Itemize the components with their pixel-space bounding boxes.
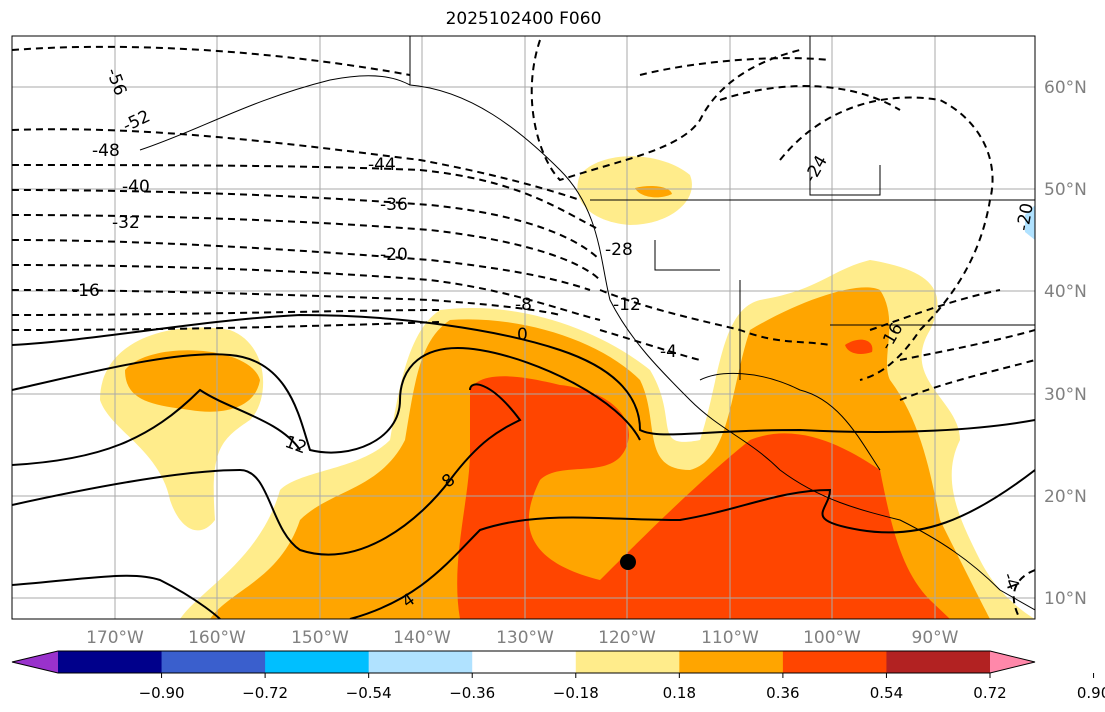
colorbar-segment (886, 651, 991, 673)
lon-label: 150°W (291, 628, 349, 648)
graticule (12, 36, 1035, 619)
contour-label: -4 (998, 570, 1023, 593)
shade-orange (125, 350, 260, 412)
colorbar-tick-label: −0.90 (139, 684, 185, 702)
lon-label: 90°W (912, 628, 959, 648)
contour-label: -16 (72, 281, 100, 301)
colorbar-tick-label: 0.90 (1077, 684, 1105, 702)
contour-label: -24 (801, 152, 832, 186)
lon-label: 100°W (803, 628, 861, 648)
colorbar-tick-label: 0.36 (766, 684, 799, 702)
colorbar-segment (58, 651, 163, 673)
colorbar-tick-label: −0.36 (449, 684, 495, 702)
contour-label: -28 (605, 240, 633, 260)
lat-label: 10°N (1044, 589, 1087, 609)
colorbar-tick-label: 0.54 (870, 684, 903, 702)
lat-label: 20°N (1044, 487, 1087, 507)
colorbar-extend-min (12, 651, 58, 673)
figure-title: 2025102400 F060 (445, 9, 602, 29)
lat-label: 30°N (1044, 385, 1087, 405)
lon-label: 130°W (496, 628, 554, 648)
dashed-contours (12, 39, 1035, 619)
lat-label: 40°N (1044, 282, 1087, 302)
colorbar-tick-label: 0.18 (663, 684, 696, 702)
lon-label: 120°W (598, 628, 656, 648)
contour-label: -12 (613, 295, 641, 315)
colorbar-segment (368, 651, 473, 673)
colorbar-segment (782, 651, 887, 673)
colorbar-segment (265, 651, 370, 673)
colorbar-tick-label: 0.72 (973, 684, 1006, 702)
contour-label: -20 (380, 245, 408, 265)
shade-lightblue (1025, 205, 1035, 240)
colorbar-tick-label: −0.54 (346, 684, 392, 702)
colorbar-extend-max (990, 651, 1035, 673)
solid-contours (12, 313, 1035, 619)
contour-label: -44 (368, 155, 396, 175)
contour-label: -36 (380, 195, 408, 215)
lat-axis-labels: 60°N 50°N 40°N 30°N 20°N 10°N (1044, 78, 1087, 609)
contour-label: 0 (517, 325, 528, 345)
lon-label: 140°W (393, 628, 451, 648)
contour-label: -4 (660, 342, 677, 362)
colorbar-segment (472, 651, 577, 673)
colorbar (11, 650, 1036, 674)
lat-label: 60°N (1044, 78, 1087, 98)
colorbar-ticks: −0.90 −0.72 −0.54 −0.36 −0.18 0.18 0.36 0.54 0.7… (139, 673, 1105, 702)
storm-center-marker (620, 554, 636, 570)
contour-label: -32 (112, 213, 140, 233)
shade-yellow (577, 156, 692, 225)
contour-label: -8 (515, 295, 532, 315)
contour-label: -40 (122, 177, 150, 197)
colorbar-tick-label: −0.72 (242, 684, 288, 702)
coastlines (139, 36, 1035, 611)
lon-label: 160°W (188, 628, 246, 648)
colorbar-tick-label: −0.18 (553, 684, 599, 702)
colorbar-segment (679, 651, 784, 673)
shade-red (457, 376, 950, 619)
shading (12, 36, 1035, 619)
lon-axis-labels: 170°W 160°W 150°W 140°W 130°W 120°W 110°… (86, 628, 959, 648)
map-frame (11, 35, 1036, 620)
colorbar-segment (161, 651, 266, 673)
colorbar-outline (11, 650, 1036, 674)
shade-red (845, 339, 873, 354)
contour-label: -56 (102, 65, 130, 98)
contour-label: -48 (92, 141, 120, 161)
lon-label: 170°W (86, 628, 144, 648)
lat-label: 50°N (1044, 180, 1087, 200)
lon-label: 110°W (701, 628, 759, 648)
colorbar-segment (575, 651, 680, 673)
contour-label: -20 (1013, 202, 1038, 233)
